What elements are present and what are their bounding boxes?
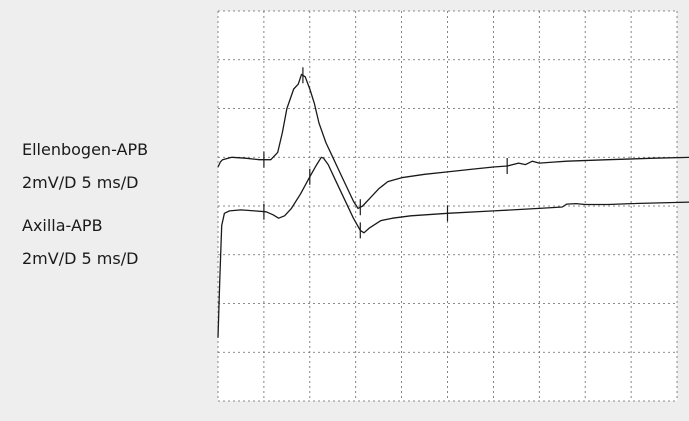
emg-plot bbox=[0, 0, 689, 421]
figure-panel: Ellenbogen-APB 2mV/D 5 ms/D Axilla-APB 2… bbox=[0, 0, 689, 421]
